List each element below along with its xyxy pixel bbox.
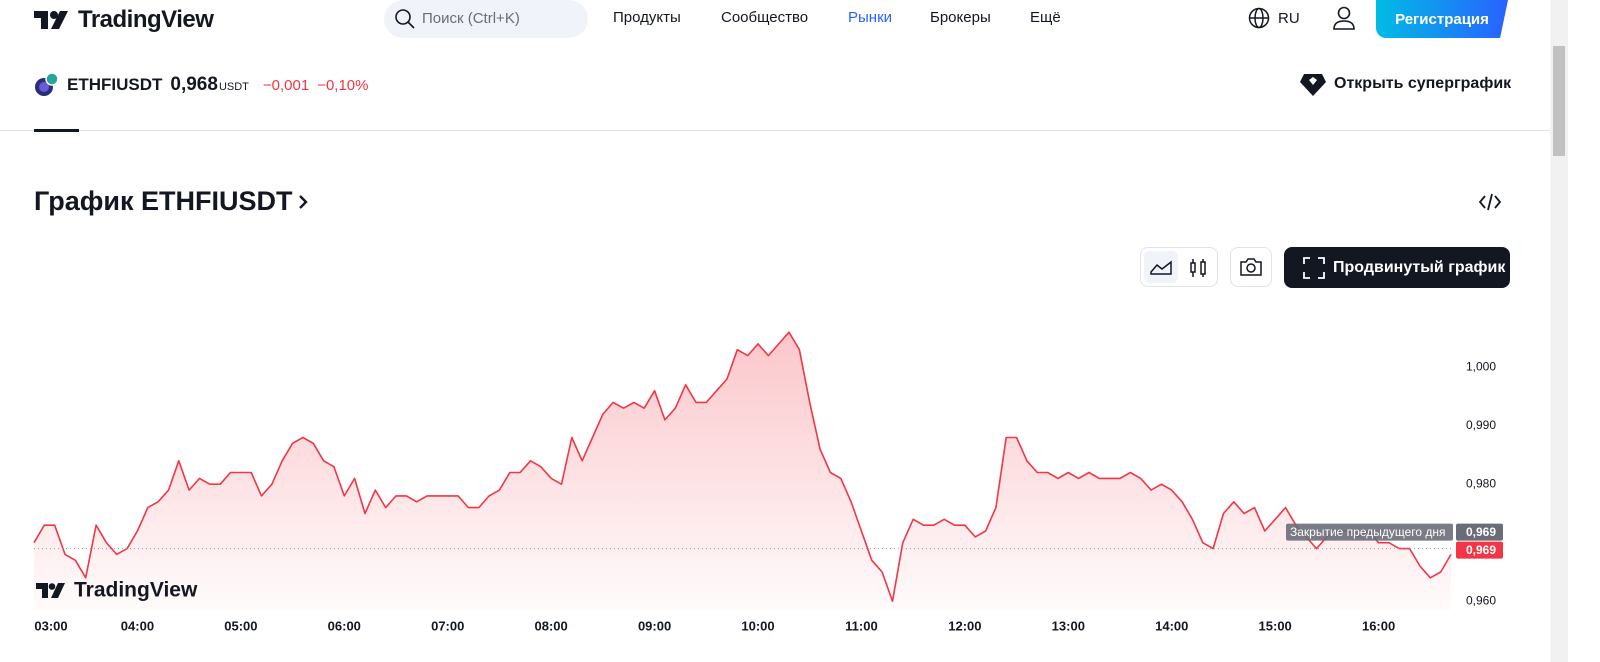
advanced-chart-button[interactable]: Продвинутый график bbox=[1284, 247, 1510, 288]
coin-icon bbox=[35, 72, 59, 96]
symbol-currency: USDT bbox=[218, 81, 249, 93]
x-tick-label: 06:00 bbox=[328, 618, 361, 633]
advanced-chart-label: Продвинутый график bbox=[1333, 258, 1506, 276]
symbol-name: ETHFIUSDT bbox=[67, 75, 163, 94]
section-title[interactable]: График ETHFIUSDT bbox=[34, 186, 309, 217]
area-icon bbox=[1150, 260, 1172, 275]
chart-type-switch bbox=[1140, 247, 1218, 287]
search-placeholder: Поиск (Ctrl+K) bbox=[422, 10, 520, 27]
logo-text: TradingView bbox=[78, 6, 214, 33]
previous-close-tag: Закрытие предыдущего дня 0,969 bbox=[1286, 523, 1503, 541]
search-icon bbox=[395, 9, 415, 29]
watermark-icon bbox=[36, 583, 65, 598]
nav-item[interactable]: Ещё bbox=[1030, 9, 1061, 26]
y-tick-label: 1,000 bbox=[1466, 359, 1496, 373]
x-tick-label: 15:00 bbox=[1259, 618, 1292, 633]
search-box[interactable]: Поиск (Ctrl+K) bbox=[384, 0, 588, 38]
previous-close-value-box bbox=[1456, 523, 1503, 541]
signup-button[interactable]: Регистрация bbox=[1376, 0, 1508, 38]
supergraph-link[interactable]: Открыть суперграфик bbox=[1300, 71, 1511, 97]
x-tick-label: 08:00 bbox=[535, 618, 568, 633]
watermark-text: TradingView bbox=[74, 579, 198, 602]
symbol-change: −0,001 bbox=[262, 77, 310, 94]
x-tick-label: 14:00 bbox=[1155, 618, 1188, 633]
diamond-icon bbox=[1300, 74, 1326, 96]
previous-close-name: Закрытие предыдущего дня bbox=[1290, 525, 1446, 539]
language-switch[interactable]: RU bbox=[1248, 7, 1300, 29]
camera-icon bbox=[1240, 258, 1262, 276]
nav-item[interactable]: Продукты bbox=[613, 9, 681, 26]
y-tick-label: 0,980 bbox=[1466, 476, 1496, 490]
watermark: TradingView bbox=[36, 579, 198, 602]
divider bbox=[0, 130, 1550, 131]
nav-item[interactable]: Сообщество bbox=[721, 9, 809, 26]
nav-item[interactable]: Рынки bbox=[848, 9, 893, 26]
previous-close-value: 0,969 bbox=[1466, 525, 1496, 539]
signup-label: Регистрация bbox=[1395, 10, 1489, 28]
x-tick-label: 05:00 bbox=[224, 618, 257, 633]
price-line bbox=[33, 331, 1452, 602]
tab-indicator bbox=[34, 129, 79, 132]
snapshot-button[interactable] bbox=[1230, 247, 1272, 287]
supergraph-label: Открыть суперграфик bbox=[1334, 75, 1512, 92]
x-tick-label: 13:00 bbox=[1052, 618, 1085, 633]
y-tick-label: 0,990 bbox=[1466, 418, 1496, 432]
x-tick-label: 12:00 bbox=[948, 618, 981, 633]
x-tick-label: 09:00 bbox=[638, 618, 671, 633]
symbol-change-percent: −0,10% bbox=[317, 77, 369, 94]
x-tick-label: 07:00 bbox=[431, 618, 464, 633]
scrollbar[interactable] bbox=[1550, 0, 1568, 662]
symbol-price: 0,968 bbox=[170, 74, 218, 95]
scrollbar-thumb[interactable] bbox=[1553, 46, 1565, 156]
fullscreen-icon bbox=[1303, 256, 1325, 279]
candle-icon[interactable] bbox=[1188, 257, 1208, 279]
embed-icon[interactable] bbox=[1478, 191, 1502, 213]
user-icon[interactable] bbox=[1332, 5, 1356, 31]
chevron-icon bbox=[298, 194, 308, 209]
x-tick-label: 11:00 bbox=[845, 618, 878, 633]
logo-icon bbox=[34, 11, 68, 29]
nav-item[interactable]: Брокеры bbox=[930, 9, 991, 26]
section-title-text: График ETHFIUSDT bbox=[34, 186, 293, 216]
watermark-dot bbox=[48, 583, 56, 590]
price-area bbox=[34, 332, 1451, 610]
y-tick-label: 0,960 bbox=[1466, 593, 1496, 607]
language-label: RU bbox=[1278, 9, 1300, 27]
x-tick-label: 03:00 bbox=[34, 618, 67, 633]
price-chart: 1,000 0,990 0,980 0,960 03:00 04:00 05:00 06:00… bbox=[33, 331, 1503, 633]
last-price-value: 0,969 bbox=[1466, 543, 1496, 557]
previous-close-box bbox=[1286, 523, 1453, 541]
x-tick-label: 16:00 bbox=[1362, 618, 1395, 633]
logo[interactable]: TradingView bbox=[34, 6, 214, 34]
area-chart-button[interactable] bbox=[1144, 251, 1178, 283]
symbol-info: ETHFIUSDT 0,968 USDT −0,001 −0,10% bbox=[67, 74, 368, 96]
x-tick-label: 10:00 bbox=[741, 618, 774, 633]
x-tick-label: 04:00 bbox=[121, 618, 154, 633]
last-price-box bbox=[1456, 541, 1503, 559]
globe-icon bbox=[1248, 7, 1270, 29]
